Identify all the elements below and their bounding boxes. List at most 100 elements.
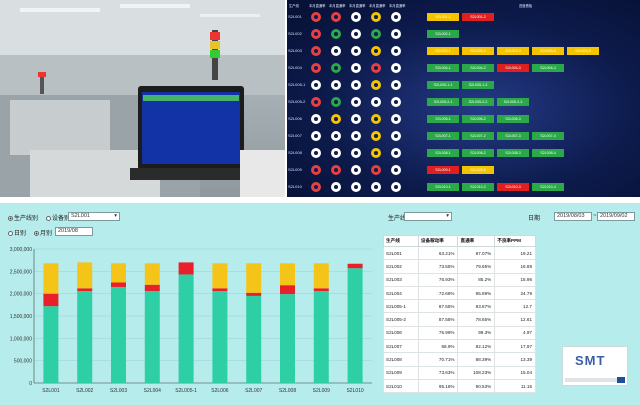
equipment-radio[interactable]: 设备别	[46, 213, 70, 222]
status-ring-icon	[371, 97, 381, 107]
table-row: S2L008 70.71% 88.39% 13.39	[383, 352, 536, 367]
bar-segment	[43, 306, 59, 383]
stacked-bar-chart: 0 500,000 1,000,000 1,500,000 2,000,000 2,500…	[10, 247, 372, 394]
status-ring-icon	[311, 80, 321, 90]
dashboard-line-label: S2L001	[288, 14, 302, 19]
table-cell: S2L005-2	[383, 312, 419, 327]
radio-off-icon	[46, 215, 51, 221]
y-tick-label: 500,000	[14, 359, 32, 365]
daily-label: 日别	[14, 231, 27, 237]
status-box: S2L010-2	[462, 183, 494, 191]
status-box: S2L010-1	[427, 183, 459, 191]
status-box: S2L010-3	[497, 183, 529, 191]
status-ring-icon	[391, 29, 401, 39]
y-tick-label: 3,000,000	[10, 247, 32, 253]
factory-scene	[0, 0, 285, 197]
status-ring-icon	[331, 131, 341, 141]
x-tick-label: S2L007	[245, 388, 262, 394]
table-row: S2L001 63.21% 87.07% 19.21	[383, 245, 536, 261]
status-ring-icon	[331, 182, 341, 192]
status-box: S2L001-2	[462, 13, 494, 21]
status-box: S2L005-1-3	[462, 81, 494, 89]
status-box: S2L008-4	[532, 149, 564, 157]
table-header: 生产线	[383, 235, 419, 247]
status-ring-icon	[351, 63, 361, 73]
status-ring-icon	[391, 165, 401, 175]
equipment-select[interactable]: S2L001 ▾	[68, 212, 120, 221]
daily-radio[interactable]: 日别	[8, 228, 26, 237]
production-line-radio[interactable]: 生产线别	[8, 213, 38, 222]
table-cell: 95.89%	[457, 285, 496, 301]
status-ring-icon	[391, 80, 401, 90]
table-cell: 68.9%	[417, 339, 459, 354]
table-row: S2L006 75.99% 99.3% 4.97	[383, 325, 536, 341]
bar-segment	[313, 263, 329, 289]
status-ring-icon	[311, 165, 321, 175]
line-select[interactable]: ▾	[404, 212, 452, 221]
line-status-dashboard: 生产线 本月直通率 本月直通率 本月直通率 本月直通率 本月直通率 进度看板 S2L001 S…	[287, 0, 640, 197]
x-tick-label: S2L008	[279, 388, 296, 394]
status-ring-icon	[351, 182, 361, 192]
status-box: S2L006-1	[427, 115, 459, 123]
y-tick-label: 2,500,000	[10, 269, 32, 275]
table-row: S2L007 68.9% 82.12% 17.97	[383, 339, 536, 354]
chevron-down-icon: ▾	[446, 213, 449, 219]
bar-segment	[246, 292, 262, 296]
status-ring-icon	[331, 29, 341, 39]
bar-segment	[144, 263, 160, 285]
status-ring-icon	[391, 131, 401, 141]
bar-segment	[280, 285, 295, 295]
bar-segment	[178, 262, 194, 275]
y-tick-label: 1,500,000	[10, 314, 32, 320]
table-cell: 11.15	[494, 378, 536, 394]
status-ring-icon	[371, 46, 381, 56]
monthly-label: 月别	[40, 231, 53, 237]
dashboard-line-label: S2L005-1	[288, 82, 306, 87]
table-cell: S2L002	[383, 259, 419, 274]
date-to-input[interactable]: 2019/09/02	[597, 212, 635, 221]
status-ring-icon	[351, 12, 361, 22]
status-box: S2L008-3	[497, 149, 529, 157]
table-cell: 16.89	[494, 259, 536, 274]
status-box: S2L002-1	[427, 30, 459, 38]
equipment-select-value: S2L001	[71, 213, 90, 219]
date-label: 日期	[528, 216, 541, 222]
status-ring-icon	[391, 97, 401, 107]
monthly-radio[interactable]: 月别	[34, 228, 52, 237]
dashboard-header: 本月直通率	[349, 4, 366, 8]
status-ring-icon	[331, 80, 341, 90]
status-ring-icon	[351, 165, 361, 175]
status-ring-icon	[351, 80, 361, 90]
status-ring-icon	[331, 12, 341, 22]
right-line-label: 生产线	[388, 216, 407, 222]
table-row: S2L005-1 87.55% 83.87% 12.7	[383, 299, 536, 314]
status-ring-icon	[391, 114, 401, 124]
table-cell: 95.16%	[417, 378, 459, 394]
table-cell: 90.53%	[457, 378, 496, 394]
status-ring-icon	[351, 97, 361, 107]
chevron-down-icon: ▾	[114, 213, 117, 219]
status-ring-icon	[331, 114, 341, 124]
status-ring-icon	[311, 114, 321, 124]
date-from-input[interactable]: 2019/08/03	[554, 212, 592, 221]
bar-segment	[313, 290, 329, 383]
status-ring-icon	[351, 29, 361, 39]
table-cell: 17.97	[494, 339, 536, 354]
dashboard-line-label: S2L008	[288, 150, 302, 155]
status-box: S2L007-4	[532, 132, 564, 140]
x-tick-label: S2L010	[346, 388, 363, 394]
smt-logo: SMT	[562, 346, 628, 386]
dashboard-header: 生产线	[289, 4, 299, 8]
production-line-label: 生产线别	[14, 216, 39, 222]
bar-segment	[111, 286, 126, 383]
radio-off-icon	[8, 230, 13, 236]
table-cell: S2L001	[383, 245, 419, 261]
table-cell: S2L004	[383, 285, 419, 301]
status-box: S2L008-1	[427, 149, 459, 157]
status-box: S2L009-1	[427, 166, 459, 174]
month-input[interactable]: 2019/08	[55, 227, 93, 236]
table-cell: 73.63%	[417, 365, 459, 380]
bar-segment	[280, 263, 295, 286]
status-box: S2L004-2	[462, 64, 494, 72]
status-box: S2L007-3	[497, 132, 529, 140]
